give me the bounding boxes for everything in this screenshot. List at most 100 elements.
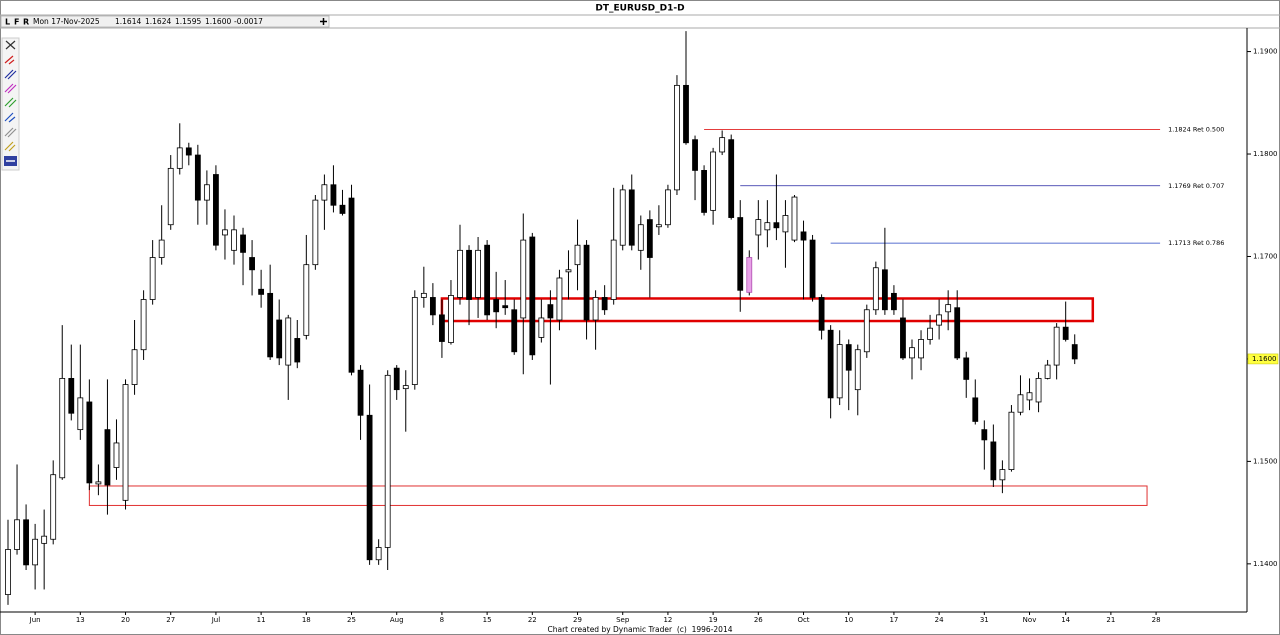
tool-icon[interactable] — [4, 127, 17, 138]
candle-body — [104, 429, 111, 486]
info-high: 1.1624 — [145, 17, 171, 26]
candle-body — [981, 429, 988, 441]
x-tick-label: 19 — [709, 616, 718, 624]
candle-body — [294, 338, 301, 363]
candle-body — [23, 519, 29, 566]
x-tick-label: 8 — [440, 616, 444, 624]
candle-body — [881, 269, 888, 311]
y-tick-label: 1.1400 — [1253, 560, 1278, 568]
x-tick-label: 17 — [889, 616, 898, 624]
candle-body — [782, 215, 789, 233]
candle-body — [764, 222, 771, 231]
candle-body — [176, 147, 183, 169]
toolbar-close[interactable] — [5, 40, 16, 50]
x-tick-label: Aug — [390, 616, 404, 624]
x-tick-label: Nov — [1023, 616, 1037, 624]
candle-body — [339, 204, 346, 214]
candle-body — [312, 199, 319, 266]
candle-body — [529, 236, 536, 356]
candle-body — [836, 344, 843, 399]
candle-body — [77, 397, 84, 431]
x-tick-label: Oct — [797, 616, 809, 624]
candle-body — [249, 257, 255, 271]
candle-body — [194, 154, 201, 201]
candle-body — [511, 309, 518, 353]
tool-icon[interactable] — [4, 55, 15, 65]
x-tick-label: 10 — [844, 616, 853, 624]
candle-body — [972, 397, 979, 422]
candle-body — [267, 292, 274, 358]
chart-title: DT_EURUSD_D1-D — [595, 4, 684, 14]
info-low: 1.1595 — [175, 17, 201, 26]
candle-body — [1035, 377, 1042, 403]
info-change: -0.0017 — [234, 17, 263, 26]
candle-body — [375, 547, 382, 561]
candle-body — [393, 367, 400, 391]
candle-body — [213, 174, 219, 246]
candle-body — [475, 249, 481, 298]
x-tick-label: 21 — [1106, 616, 1115, 624]
tool-icon[interactable] — [4, 83, 17, 94]
candle-body — [131, 349, 138, 385]
candle-body — [185, 147, 192, 156]
candle-body — [14, 519, 20, 550]
candle-body — [222, 229, 228, 236]
crosshair-button[interactable] — [320, 18, 327, 25]
last-price-label: 1.1600 — [1252, 355, 1277, 363]
x-tick-label: Jun — [29, 616, 41, 624]
candle-body — [276, 319, 283, 359]
x-tick-label: 25 — [347, 616, 356, 624]
candle-body — [601, 297, 608, 311]
candle-body — [701, 170, 707, 213]
x-tick-label: 22 — [528, 616, 537, 624]
candle-body — [502, 305, 509, 309]
tool-icon[interactable] — [4, 69, 17, 80]
tool-icon[interactable] — [4, 112, 16, 123]
candle-body — [909, 347, 915, 359]
candle-body — [674, 84, 680, 191]
candle-body — [728, 139, 735, 218]
candle-body — [457, 249, 463, 298]
info-open: 1.1614 — [115, 17, 141, 26]
candle-body — [330, 184, 337, 206]
x-tick-label: 14 — [1061, 616, 1070, 624]
x-tick-label: 27 — [166, 616, 175, 624]
fib-label: 1.1713 Ret 0.786 — [1168, 239, 1224, 247]
candle-body — [818, 297, 825, 331]
toolbar-panel — [1, 37, 20, 171]
candle-body — [448, 295, 454, 343]
candle-body — [1053, 326, 1060, 366]
fib-label: 1.1824 Ret 0.500 — [1168, 125, 1224, 133]
tool-icon[interactable] — [4, 97, 17, 108]
x-tick-label: Sep — [616, 616, 630, 624]
candle-body — [990, 441, 997, 481]
candle-body — [646, 219, 653, 258]
y-tick-label: 1.1800 — [1253, 150, 1278, 158]
candle-body — [1008, 411, 1015, 470]
candle-body — [1017, 394, 1024, 413]
tool-icon[interactable] — [4, 141, 16, 152]
zone-rect — [88, 485, 1148, 506]
last-price-tag — [1247, 353, 1279, 365]
candle-body — [574, 244, 581, 266]
x-tick-label: 11 — [257, 616, 266, 624]
candle-body — [357, 369, 364, 416]
candle-body — [863, 309, 870, 353]
candle-body — [203, 184, 210, 201]
info-button[interactable]: F — [14, 18, 19, 27]
x-tick-label: 26 — [754, 616, 763, 624]
info-button[interactable]: L — [5, 18, 10, 27]
info-button[interactable]: R — [23, 18, 29, 27]
candle-body — [167, 167, 174, 226]
candle-body — [963, 357, 970, 380]
y-tick-label: 1.1500 — [1253, 457, 1278, 465]
candle-body — [655, 224, 662, 228]
candle-body — [41, 535, 48, 544]
candle-body — [592, 297, 599, 321]
candle-body — [827, 329, 834, 399]
x-tick-label: 29 — [573, 616, 582, 624]
candle-body — [384, 374, 391, 548]
candle-body — [32, 538, 39, 566]
